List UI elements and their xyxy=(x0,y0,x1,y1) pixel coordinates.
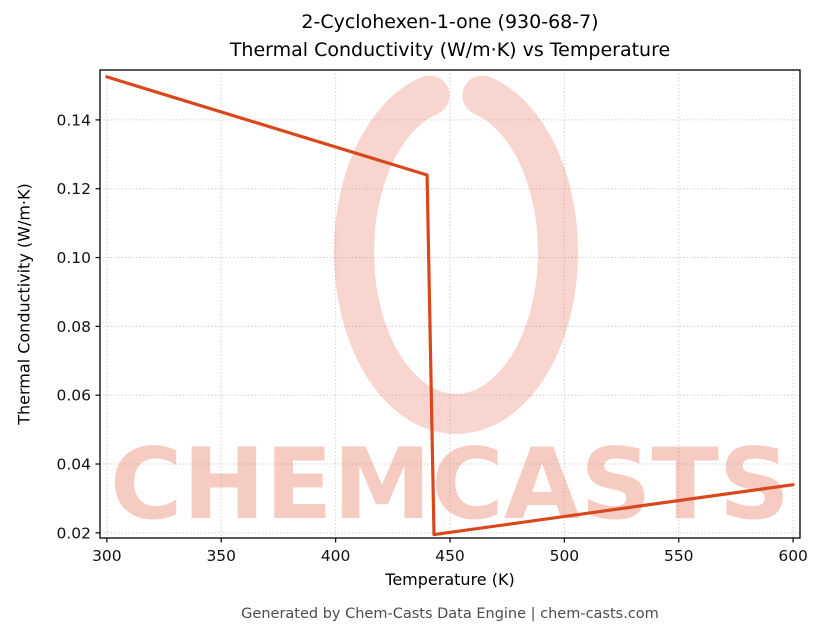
y-tick-label: 0.14 xyxy=(56,111,91,129)
y-axis-label: Thermal Conductivity (W/m·K) xyxy=(14,183,34,425)
y-tick-label: 0.04 xyxy=(56,456,91,474)
x-tick-label: 600 xyxy=(778,547,808,565)
x-tick-label: 350 xyxy=(206,547,236,565)
x-axis-label: Temperature (K) xyxy=(385,570,515,589)
series-line-thermal-conductivity xyxy=(105,75,795,537)
footer-text: Generated by Chem-Casts Data Engine | ch… xyxy=(241,606,659,622)
x-tick-label: 500 xyxy=(550,547,580,565)
chart-title-line1: 2-Cyclohexen-1-one (930-68-7) xyxy=(301,11,599,33)
y-tick-label: 0.02 xyxy=(56,524,91,542)
watermark-swirl-icon xyxy=(334,75,578,434)
y-tick-label: 0.08 xyxy=(56,318,91,336)
x-tick-label: 550 xyxy=(664,547,694,565)
x-tick-label: 450 xyxy=(435,547,465,565)
y-tick-label: 0.06 xyxy=(56,387,91,405)
watermark-text: CHEMCASTS xyxy=(110,428,790,542)
x-tick-label: 300 xyxy=(92,547,122,565)
y-tick-label: 0.10 xyxy=(56,249,91,267)
chart-title-line2: Thermal Conductivity (W/m·K) vs Temperat… xyxy=(229,39,671,61)
y-tick-label: 0.12 xyxy=(56,180,91,198)
chart-title: 2-Cyclohexen-1-one (930-68-7) Thermal Co… xyxy=(100,8,800,64)
x-tick-label: 400 xyxy=(321,547,351,565)
